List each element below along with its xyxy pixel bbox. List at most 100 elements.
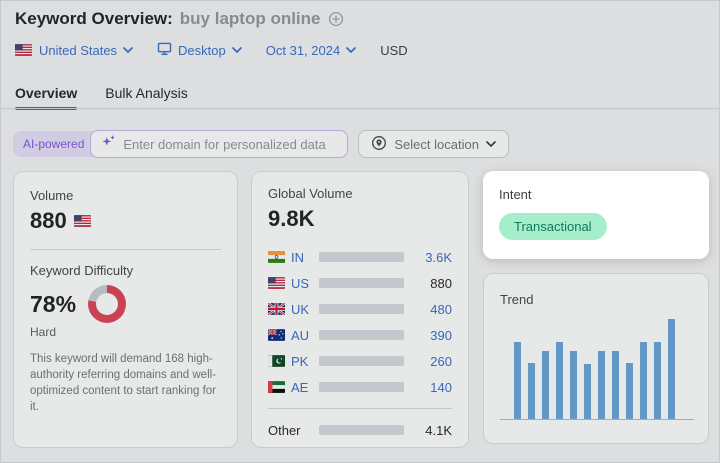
uk-flag-icon: [268, 303, 286, 315]
trend-bar: [598, 351, 605, 419]
country-volume-value: 880: [430, 275, 452, 291]
us-flag-icon: [15, 44, 33, 56]
australia-flag-icon: [268, 329, 286, 341]
country-volume-row: IN 3.6K: [268, 244, 452, 270]
trend-bar: [626, 363, 633, 419]
ai-domain-bar: AI-powered Select location: [13, 130, 509, 158]
date-selector[interactable]: Oct 31, 2024: [265, 42, 357, 58]
chevron-down-icon: [486, 141, 496, 147]
kd-row: 78%: [30, 285, 221, 323]
country-selector[interactable]: United States: [15, 43, 133, 58]
volume-card: Volume 880 Keyword Difficulty 78% Hard T…: [13, 171, 238, 448]
uae-flag-icon: [268, 381, 286, 393]
device-label: Desktop: [178, 42, 226, 58]
filter-bar: United States Desktop Oct 31, 2024 USD: [15, 41, 408, 59]
us-flag-icon: [268, 277, 286, 289]
chevron-down-icon: [346, 47, 357, 53]
tabs-divider: [1, 108, 719, 109]
intent-label: Intent: [499, 187, 532, 202]
trend-bar: [612, 351, 619, 419]
other-volume-value: 4.1K: [425, 422, 452, 438]
volume-value-row: 880: [30, 208, 221, 234]
volume-value: 880: [30, 208, 67, 233]
other-row: Other 4.1K: [268, 417, 452, 443]
volume-bar: [319, 382, 404, 392]
country-code-link[interactable]: AE: [291, 379, 309, 395]
country-volume-row: UK 480: [268, 296, 452, 322]
select-location-label: Select location: [394, 136, 479, 152]
trend-bar: [668, 319, 675, 419]
other-label: Other: [268, 422, 301, 438]
country-volume-value[interactable]: 390: [430, 327, 452, 343]
country-code-link[interactable]: UK: [291, 301, 310, 317]
country-code-link[interactable]: PK: [291, 353, 309, 369]
country-volume-row: US 880: [268, 270, 452, 296]
pakistan-flag-icon: [268, 355, 286, 367]
country-volume-list: IN 3.6K US 880 UK 480: [268, 244, 452, 443]
us-flag-icon: [73, 215, 92, 227]
volume-bar: [319, 252, 404, 262]
volume-bar: [319, 304, 404, 314]
trend-bar: [542, 351, 549, 419]
kd-donut-chart: [88, 285, 127, 323]
volume-bar: [319, 356, 404, 366]
country-volume-value[interactable]: 140: [430, 379, 452, 395]
tab-overview[interactable]: Overview: [15, 85, 78, 110]
volume-bar: [319, 425, 404, 435]
page-title: Keyword Overview:: [15, 9, 173, 28]
kd-description: This keyword will demand 168 high-author…: [30, 353, 217, 413]
keyword-text: buy laptop online: [179, 9, 321, 28]
trend-bar: [528, 363, 535, 419]
select-location-button[interactable]: Select location: [358, 130, 509, 158]
intent-card: Intent Transactional: [483, 171, 709, 259]
country-volume-row: AE 140: [268, 374, 452, 400]
trend-label: Trend: [500, 292, 534, 307]
trend-card: Trend: [483, 273, 709, 444]
kd-value: 78%: [30, 290, 77, 317]
country-volume-value[interactable]: 3.6K: [425, 249, 452, 265]
trend-bar: [584, 364, 591, 419]
date-label: Oct 31, 2024: [265, 42, 341, 58]
chevron-down-icon: [231, 47, 242, 53]
country-volume-value[interactable]: 260: [430, 353, 452, 369]
trend-bar-chart: [500, 317, 694, 420]
country-code-link[interactable]: IN: [291, 249, 304, 265]
tab-bulk-analysis[interactable]: Bulk Analysis: [105, 85, 187, 110]
global-volume-value: 9.8K: [268, 206, 315, 231]
kd-label: Keyword Difficulty: [30, 263, 134, 278]
domain-input[interactable]: [123, 136, 338, 152]
trend-bar: [640, 342, 647, 419]
other-divider: [268, 408, 452, 409]
domain-input-wrapper: [90, 130, 349, 158]
page-header: Keyword Overview: buy laptop online: [15, 9, 344, 29]
trend-bar: [514, 342, 521, 419]
country-code-link[interactable]: AU: [291, 327, 310, 343]
chevron-down-icon: [123, 47, 133, 53]
map-pin-circle-icon: [371, 135, 387, 154]
volume-bar: [319, 278, 404, 288]
country-code-link[interactable]: US: [291, 275, 310, 291]
trend-bar: [654, 342, 661, 419]
plus-circle-icon: [328, 11, 344, 27]
volume-bar: [319, 330, 404, 340]
country-volume-row: PK 260: [268, 348, 452, 374]
trend-bar: [556, 342, 563, 419]
global-volume-label: Global Volume: [268, 186, 353, 201]
monitor-icon: [157, 41, 172, 59]
kd-level: Hard: [30, 325, 57, 339]
volume-label: Volume: [30, 188, 74, 203]
ai-powered-badge: AI-powered: [13, 131, 101, 157]
global-volume-card: Global Volume 9.8K IN 3.6K US 880: [251, 171, 469, 448]
tab-bar: Overview Bulk Analysis: [15, 85, 188, 110]
india-flag-icon: [268, 251, 286, 263]
country-volume-row: AU 390: [268, 322, 452, 348]
trend-bar: [570, 351, 577, 419]
add-keyword-button[interactable]: [328, 11, 344, 27]
country-label: United States: [39, 42, 118, 58]
country-volume-value[interactable]: 480: [430, 301, 452, 317]
card-divider: [30, 249, 221, 250]
sparkle-icon: [101, 134, 116, 154]
intent-badge: Transactional: [499, 213, 607, 240]
device-selector[interactable]: Desktop: [157, 41, 242, 59]
